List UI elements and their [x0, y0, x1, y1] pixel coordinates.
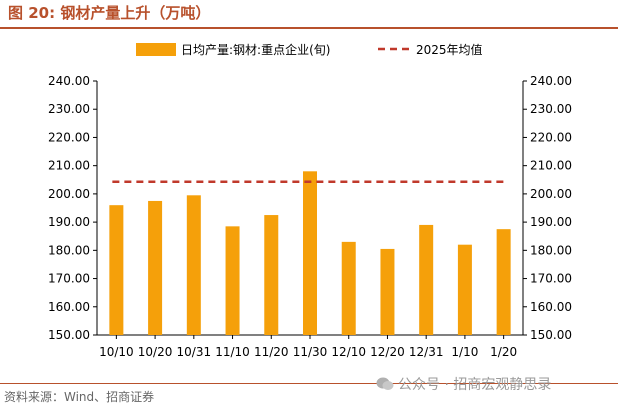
- legend: 日均产量:钢材:重点企业(旬) 2025年均值: [136, 42, 483, 57]
- y-tick-label-right: 210.00: [530, 159, 572, 173]
- y-tick-label-right: 160.00: [530, 300, 572, 314]
- bar: [380, 248, 395, 335]
- x-tick-label: 10/20: [138, 345, 173, 359]
- y-tick-label-left: 220.00: [48, 130, 90, 144]
- y-tick-label-right: 200.00: [530, 187, 572, 201]
- x-tick-label: 10/31: [177, 345, 212, 359]
- bar: [186, 195, 201, 335]
- y-tick-label-left: 170.00: [48, 272, 90, 286]
- watermark-text: 公众号 · 招商宏观静思录: [398, 377, 552, 393]
- x-tick-label: 11/10: [215, 345, 250, 359]
- legend-label-bar: 日均产量:钢材:重点企业(旬): [181, 42, 330, 57]
- y-tick-label-left: 160.00: [48, 300, 90, 314]
- watermark: 公众号 · 招商宏观静思录: [376, 374, 551, 394]
- bar: [148, 200, 163, 335]
- bar: [341, 241, 356, 335]
- bar: [264, 215, 279, 335]
- y-tick-label-right: 170.00: [530, 272, 572, 286]
- title-divider: [0, 27, 618, 29]
- y-tick-label-left: 210.00: [48, 159, 90, 173]
- source-note: 资料来源：Wind、招商证券: [4, 390, 155, 404]
- y-tick-label-left: 180.00: [48, 243, 90, 257]
- y-tick-label-left: 200.00: [48, 187, 90, 201]
- x-tick-label: 12/20: [370, 345, 405, 359]
- bar: [109, 205, 124, 335]
- y-tick-label-right: 180.00: [530, 243, 572, 257]
- x-tick-label: 10/10: [99, 345, 134, 359]
- bottom-divider: [0, 383, 618, 384]
- figure-title: 图 20: 钢材产量上升（万吨）: [8, 4, 211, 22]
- bar: [303, 171, 317, 335]
- x-tick-label: 12/31: [409, 345, 444, 359]
- x-tick-label: 1/20: [490, 345, 517, 359]
- bar: [419, 224, 434, 335]
- wechat-icon: [376, 377, 394, 390]
- y-tick-label-right: 230.00: [530, 102, 572, 116]
- x-tick-label: 1/10: [451, 345, 478, 359]
- bar: [457, 244, 472, 335]
- axes: 240.00 240.00 230.00 230.00 220.00 220.00 210.…: [48, 74, 572, 359]
- x-tick-label: 12/10: [331, 345, 366, 359]
- bars: [109, 171, 511, 335]
- y-tick-label-right: 190.00: [530, 215, 572, 229]
- x-tick-label: 11/30: [293, 345, 328, 359]
- x-tick-label: 11/20: [254, 345, 289, 359]
- legend-label-line: 2025年均值: [416, 42, 483, 57]
- y-tick-label-left: 190.00: [48, 215, 90, 229]
- y-tick-label-left: 150.00: [48, 328, 90, 342]
- y-tick-label-left: 240.00: [48, 74, 90, 88]
- y-tick-label-left: 230.00: [48, 102, 90, 116]
- legend-swatch-bar: [136, 43, 176, 56]
- y-tick-label-right: 220.00: [530, 130, 572, 144]
- bar: [496, 229, 511, 335]
- y-tick-label-right: 240.00: [530, 74, 572, 88]
- bar-chart: 日均产量:钢材:重点企业(旬) 2025年均值 240.00 240.00 230.0…: [48, 42, 572, 359]
- bar: [225, 226, 240, 335]
- y-tick-label-right: 150.00: [530, 328, 572, 342]
